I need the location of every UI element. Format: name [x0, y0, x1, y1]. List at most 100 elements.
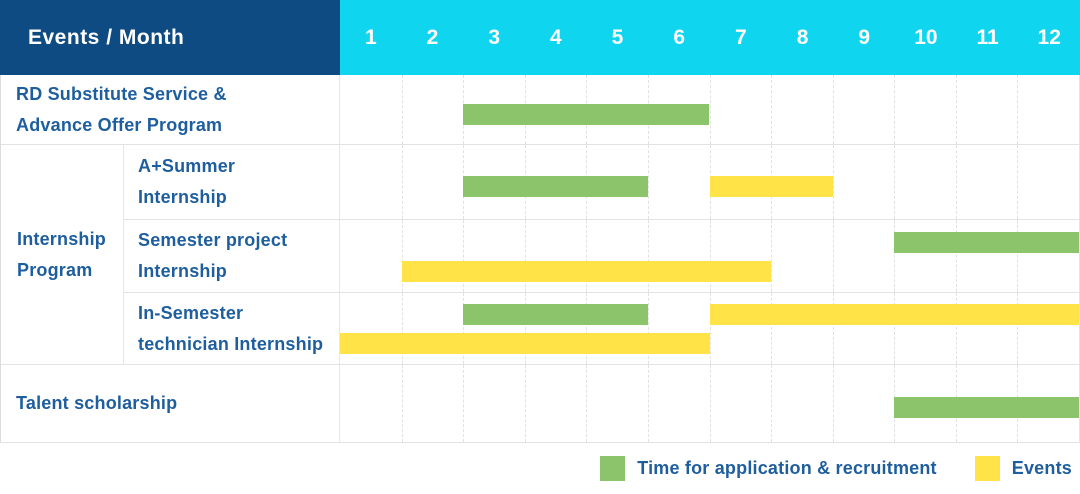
- application-recruitment-bar: [463, 304, 648, 326]
- chart-row-rd-substitute: [340, 75, 1079, 144]
- month-gridline: [955, 293, 957, 364]
- events-bar: [401, 261, 772, 283]
- month-label: 10: [914, 25, 938, 49]
- month-label: 2: [426, 25, 439, 49]
- month-gridline: [401, 365, 403, 442]
- row-label-line: RD Substitute Service &: [16, 83, 227, 104]
- application-recruitment-bar: [463, 176, 648, 198]
- month-label: 9: [858, 25, 871, 49]
- application-recruitment-bar: [463, 103, 710, 125]
- month-gridline: [1017, 220, 1019, 292]
- month-gridline: [832, 145, 834, 219]
- month-gridline: [401, 220, 403, 292]
- month-label: 12: [1037, 25, 1061, 49]
- month-header: 1 2 3 4 5 6 7 8 9 10 11 12: [340, 0, 1080, 75]
- table-row: In-Semester technician Internship: [124, 293, 1079, 364]
- legend: Time for application & recruitment Event…: [0, 443, 1080, 494]
- table-row: RD Substitute Service & Advance Offer Pr…: [1, 75, 1079, 145]
- month-gridline: [586, 365, 588, 442]
- month-gridline: [771, 293, 773, 364]
- month-label: 11: [976, 25, 999, 49]
- month-label: 7: [735, 25, 747, 49]
- legend-item-application: Time for application & recruitment: [600, 456, 937, 481]
- month-gridline: [832, 220, 834, 292]
- events-month-header: Events / Month: [0, 0, 340, 75]
- application-recruitment-bar: [894, 397, 1079, 419]
- month-gridline: [709, 365, 711, 442]
- month-gridline: [1017, 293, 1019, 364]
- month-gridline: [463, 293, 465, 364]
- internship-subrows: A+Summer Internship Semester project Int…: [124, 145, 1079, 364]
- month-gridline: [894, 293, 896, 364]
- month-gridline: [524, 293, 526, 364]
- month-gridline: [401, 75, 403, 144]
- events-swatch-icon: [974, 456, 1000, 481]
- month-gridline: [463, 365, 465, 442]
- month-gridline: [401, 145, 403, 219]
- month-label: 5: [611, 25, 624, 49]
- row-label-semester-project: Semester project Internship: [124, 220, 340, 292]
- group-label-line: Program: [17, 259, 93, 280]
- month-gridline: [647, 145, 649, 219]
- chart-row-talent-scholarship: [340, 365, 1079, 442]
- row-label-in-semester-technician: In-Semester technician Internship: [124, 293, 340, 364]
- legend-item-events: Events: [974, 456, 1072, 481]
- table-row: A+Summer Internship: [124, 145, 1079, 220]
- application-swatch-icon: [600, 456, 626, 481]
- row-label-line: Talent scholarship: [16, 393, 178, 413]
- month-gridline: [955, 220, 957, 292]
- month-gridline: [647, 365, 649, 442]
- month-gridline: [955, 75, 957, 144]
- month-label: 1: [364, 25, 377, 49]
- month-gridline: [1017, 145, 1019, 219]
- month-label: 4: [550, 25, 562, 49]
- legend-label-events: Events: [1011, 458, 1072, 478]
- month-gridline: [524, 220, 526, 292]
- row-label-talent-scholarship: Talent scholarship: [1, 365, 340, 442]
- row-label-rd-substitute: RD Substitute Service & Advance Offer Pr…: [1, 75, 340, 144]
- month-label: 3: [488, 25, 501, 49]
- month-gridline: [524, 365, 526, 442]
- month-gridline: [586, 220, 588, 292]
- group-label-internship-program: Internship Program: [1, 145, 124, 364]
- events-bar: [709, 176, 833, 198]
- application-recruitment-bar: [894, 231, 1079, 253]
- month-gridline: [771, 220, 773, 292]
- table-body: RD Substitute Service & Advance Offer Pr…: [0, 75, 1080, 443]
- month-gridline: [894, 145, 896, 219]
- month-gridline: [894, 75, 896, 144]
- chart-row-semester-project: [340, 220, 1079, 292]
- month-gridline: [1017, 75, 1019, 144]
- row-label-line: A+Summer: [138, 156, 236, 176]
- month-gridline: [709, 220, 711, 292]
- month-gridline: [894, 220, 896, 292]
- month-gridline: [647, 293, 649, 364]
- table-header-row: Events / Month 1 2 3 4 5 6 7 8 9 10 11 12: [0, 0, 1080, 75]
- legend-label-application: Time for application & recruitment: [637, 458, 937, 478]
- row-label-line: Semester project: [138, 230, 288, 250]
- row-label-line: In-Semester: [138, 302, 244, 323]
- row-label-line: Internship: [138, 187, 228, 207]
- month-gridline: [463, 220, 465, 292]
- events-bar: [340, 333, 710, 355]
- row-label-a-plus-summer: A+Summer Internship: [124, 145, 340, 219]
- month-gridline: [771, 75, 773, 144]
- row-label-line: Advance Offer Program: [16, 114, 223, 135]
- month-gridline: [401, 293, 403, 364]
- month-gridline: [709, 75, 711, 144]
- month-label: 8: [796, 25, 809, 49]
- month-gridline: [832, 293, 834, 364]
- chart-row-in-semester-technician: [340, 293, 1079, 364]
- month-gridline: [771, 365, 773, 442]
- internship-program-group: Internship Program A+Summer Internship S…: [1, 145, 1079, 365]
- month-gridline: [955, 145, 957, 219]
- events-bar: [709, 304, 1079, 326]
- chart-row-a-plus-summer: [340, 145, 1079, 219]
- month-gridline: [832, 365, 834, 442]
- row-label-line: technician Internship: [138, 333, 324, 354]
- table-row: Talent scholarship: [1, 365, 1079, 443]
- month-gridline: [647, 220, 649, 292]
- month-gridline: [586, 293, 588, 364]
- table-row: Semester project Internship: [124, 220, 1079, 293]
